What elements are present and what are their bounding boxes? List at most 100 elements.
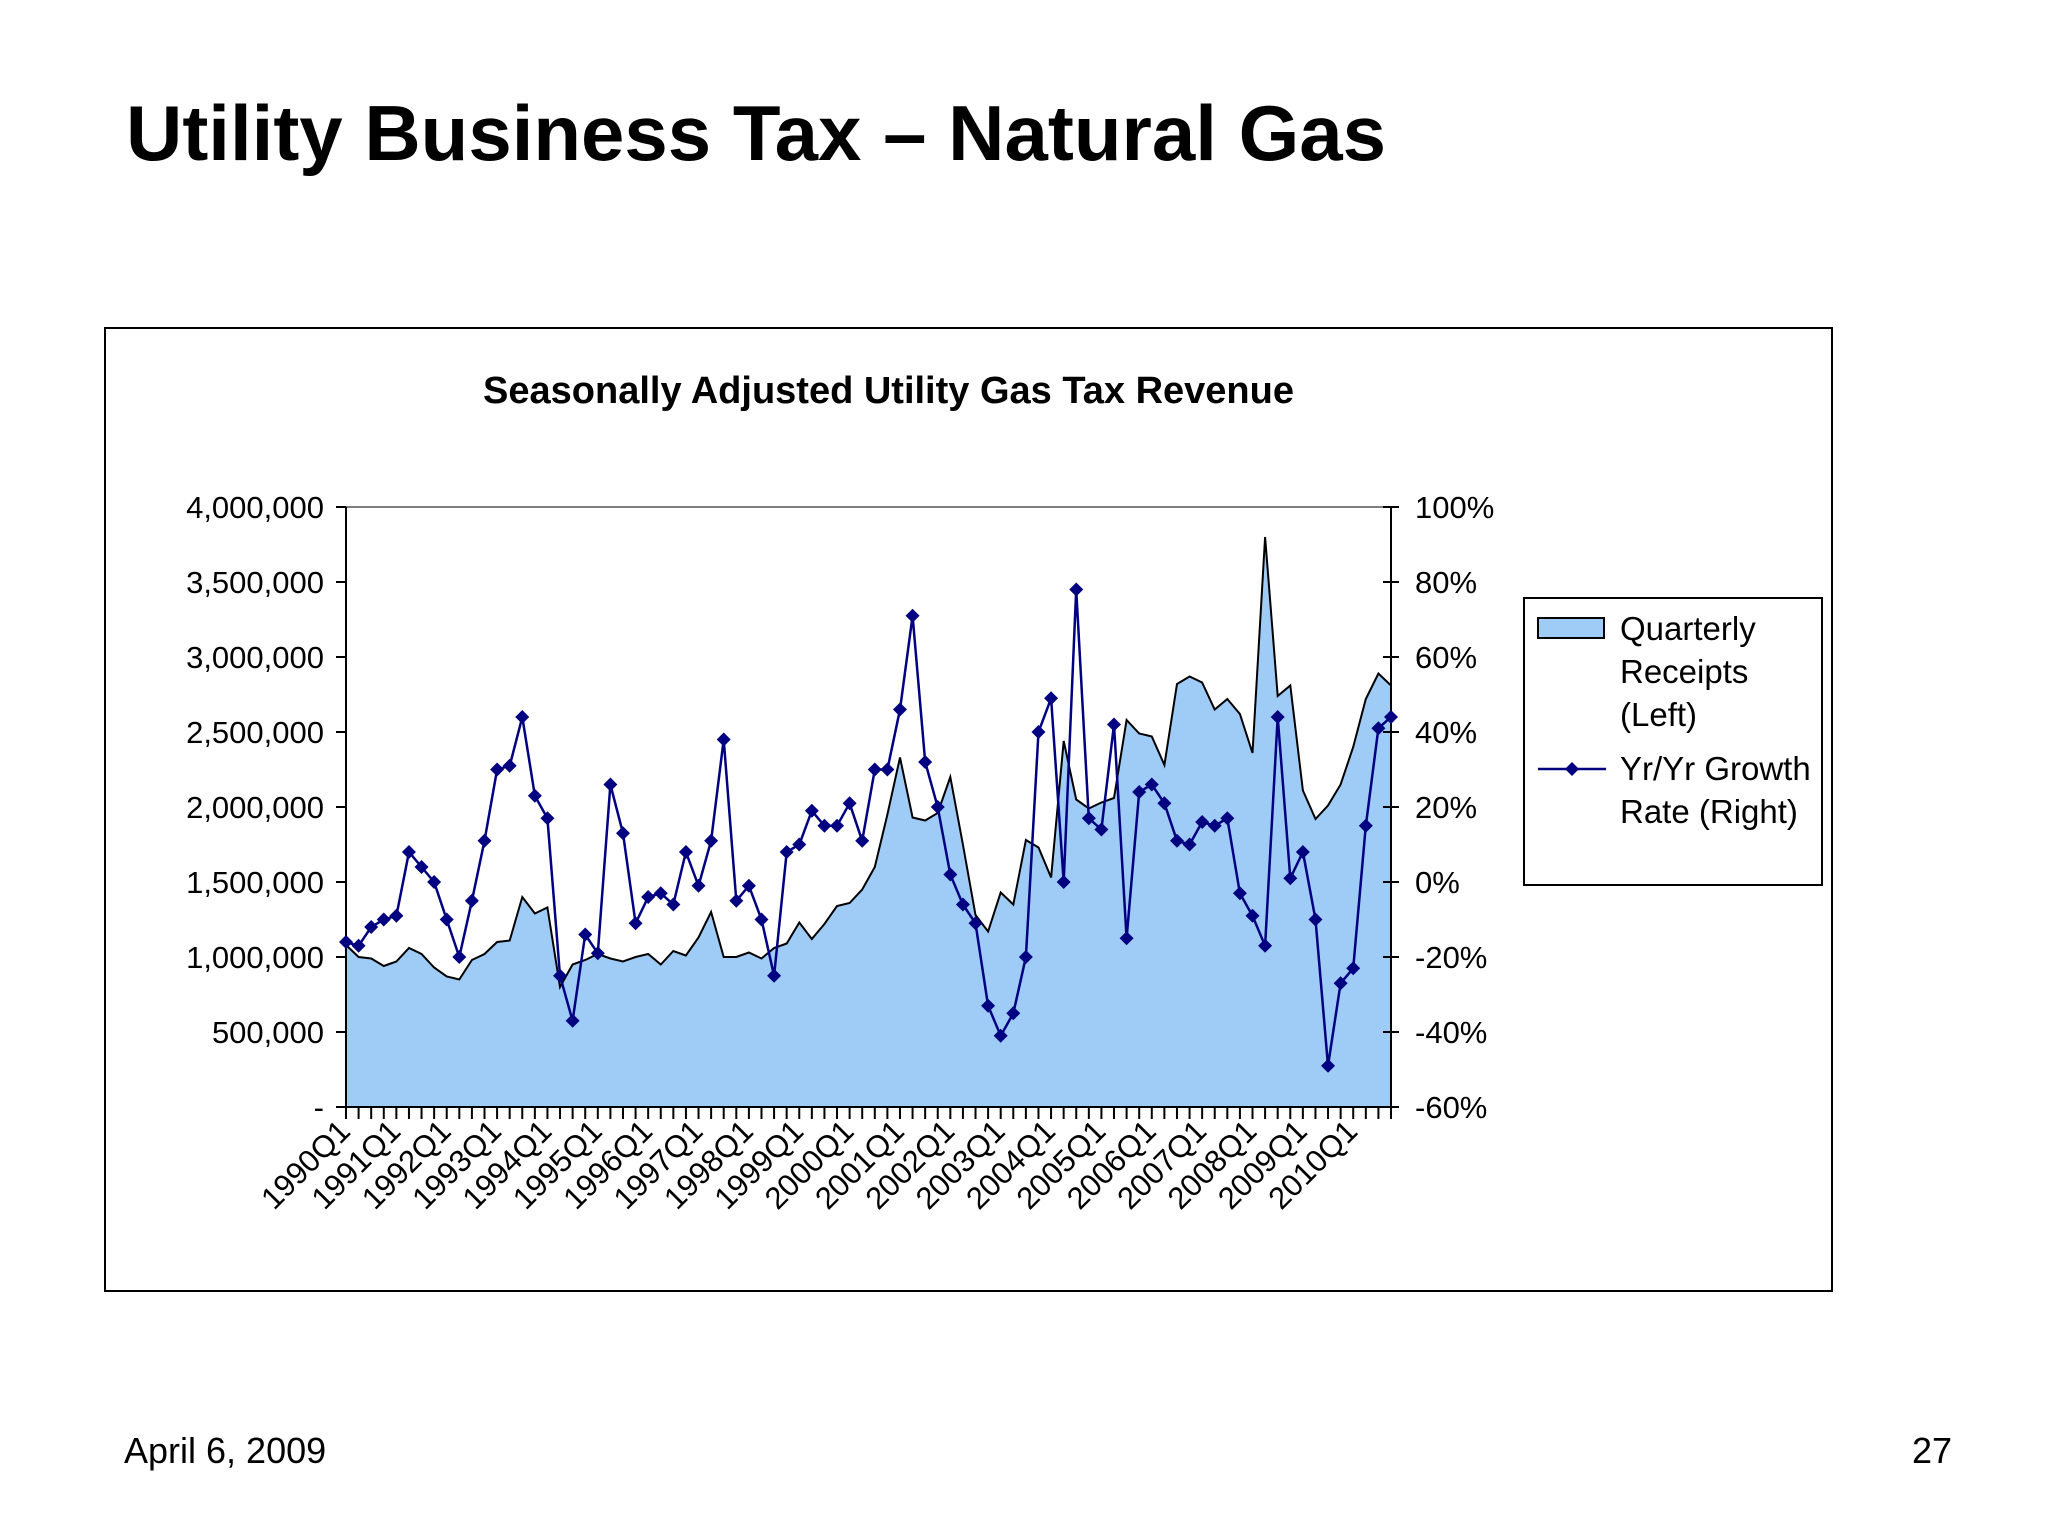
growth-marker xyxy=(641,890,656,904)
growth-marker xyxy=(615,826,630,841)
legend-label-growth: Rate (Right) xyxy=(1620,793,1798,830)
page-number: 27 xyxy=(1911,1430,1952,1471)
growth-marker xyxy=(339,935,353,949)
growth-marker xyxy=(704,833,719,848)
growth-marker xyxy=(1283,871,1298,886)
growth-marker xyxy=(1069,582,1084,597)
growth-marker xyxy=(1056,875,1071,889)
growth-marker xyxy=(1081,811,1096,826)
growth-marker xyxy=(792,837,807,852)
growth-marker xyxy=(578,927,593,942)
growth-marker xyxy=(1169,833,1184,848)
growth-marker xyxy=(855,833,870,848)
growth-marker xyxy=(905,608,920,623)
growth-marker xyxy=(351,938,366,953)
right-tick-label: 100% xyxy=(1415,490,1494,525)
growth-marker xyxy=(603,777,618,792)
right-tick-label: 40% xyxy=(1415,715,1477,750)
legend-label-growth: Yr/Yr Growth xyxy=(1620,750,1811,787)
growth-marker xyxy=(767,968,782,983)
growth-marker xyxy=(464,893,479,908)
legend-area-swatch xyxy=(1537,617,1605,639)
growth-marker xyxy=(515,710,530,724)
growth-marker xyxy=(691,878,706,893)
growth-marker xyxy=(1258,938,1273,953)
growth-marker xyxy=(741,878,756,893)
left-tick-label: 2,000,000 xyxy=(186,790,324,825)
growth-marker xyxy=(842,796,857,811)
growth-marker xyxy=(653,886,668,901)
right-tick-label: -20% xyxy=(1415,940,1487,975)
left-tick-label: 3,500,000 xyxy=(186,565,324,600)
growth-marker xyxy=(830,818,845,833)
growth-marker xyxy=(678,845,693,859)
growth-marker xyxy=(993,1028,1008,1043)
growth-marker xyxy=(1358,818,1373,833)
growth-marker xyxy=(590,946,605,961)
growth-marker xyxy=(666,897,681,912)
growth-marker xyxy=(1195,815,1210,829)
growth-marker xyxy=(1144,777,1159,792)
growth-marker xyxy=(1044,691,1059,706)
footer-date: April 6, 2009 xyxy=(124,1430,327,1471)
growth-marker xyxy=(1182,837,1197,852)
growth-marker xyxy=(1031,725,1046,739)
growth-marker xyxy=(490,762,505,777)
growth-marker xyxy=(716,732,731,747)
growth-marker xyxy=(376,912,391,927)
growth-marker xyxy=(527,788,542,803)
growth-marker xyxy=(1295,845,1310,859)
slide-title: Utility Business Tax – Natural Gas xyxy=(126,89,1386,177)
right-tick-label: 60% xyxy=(1415,640,1477,675)
growth-marker xyxy=(968,916,983,931)
growth-marker xyxy=(439,912,454,927)
legend-marker-swatch xyxy=(1565,762,1579,776)
left-tick-label: - xyxy=(314,1090,324,1125)
growth-marker xyxy=(943,867,958,882)
growth-marker xyxy=(1371,721,1386,736)
growth-marker xyxy=(930,800,945,814)
growth-marker xyxy=(918,755,933,769)
growth-marker xyxy=(1094,822,1109,837)
right-tick-label: 80% xyxy=(1415,565,1477,600)
growth-marker xyxy=(628,916,643,931)
growth-marker xyxy=(1346,961,1361,976)
growth-marker xyxy=(1207,818,1222,833)
growth-marker xyxy=(1006,1006,1021,1021)
legend-box xyxy=(1523,597,1823,886)
growth-marker xyxy=(427,875,442,889)
growth-marker xyxy=(1220,811,1235,826)
growth-marker xyxy=(1245,908,1260,923)
growth-marker xyxy=(804,803,819,818)
growth-marker xyxy=(414,860,429,874)
growth-marker xyxy=(477,833,492,848)
growth-marker xyxy=(867,762,882,777)
growth-marker xyxy=(754,912,769,927)
growth-marker xyxy=(1232,886,1247,901)
growth-marker xyxy=(1018,950,1033,964)
growth-marker xyxy=(955,897,970,912)
left-tick-label: 3,000,000 xyxy=(186,640,324,675)
growth-marker xyxy=(540,811,555,826)
growth-marker xyxy=(779,845,794,859)
chart-title: Seasonally Adjusted Utility Gas Tax Reve… xyxy=(483,370,1294,412)
growth-marker xyxy=(880,762,895,777)
growth-marker xyxy=(565,1013,580,1028)
right-tick-label: -60% xyxy=(1415,1090,1487,1125)
growth-marker xyxy=(401,845,416,859)
right-tick-label: -40% xyxy=(1415,1015,1487,1050)
growth-marker xyxy=(1321,1058,1336,1073)
legend-label-receipts: Receipts xyxy=(1620,653,1748,690)
growth-marker xyxy=(1119,931,1134,946)
growth-marker xyxy=(502,758,517,773)
left-tick-label: 1,000,000 xyxy=(186,940,324,975)
legend-label-receipts: (Left) xyxy=(1620,696,1697,733)
growth-marker xyxy=(1333,976,1348,991)
growth-marker xyxy=(729,893,744,908)
growth-marker xyxy=(1132,785,1147,799)
chart-svg: Seasonally Adjusted Utility Gas Tax Reve… xyxy=(186,370,1823,1216)
legend-label-receipts: Quarterly xyxy=(1620,610,1756,647)
growth-marker xyxy=(1107,717,1122,732)
left-tick-label: 4,000,000 xyxy=(186,490,324,525)
growth-marker xyxy=(817,818,832,833)
